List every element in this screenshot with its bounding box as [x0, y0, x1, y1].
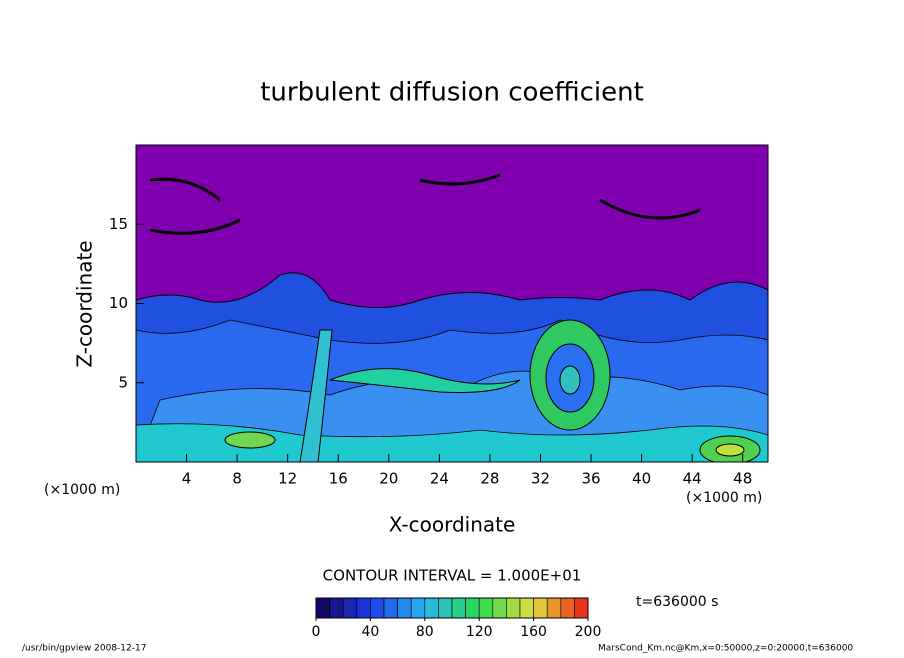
- y-tick-label: 15: [109, 215, 128, 233]
- x-tick-label: 48: [733, 470, 752, 488]
- colorbar-frame: [315, 597, 589, 619]
- colorbar-cell: [506, 597, 521, 619]
- y-axis-label: Z-coordinate: [73, 240, 97, 367]
- x-tick-label: 44: [683, 470, 702, 488]
- colorbar-tick-label: 200: [575, 624, 602, 640]
- x-tick-label: 8: [232, 470, 242, 488]
- x-axis-label: X-coordinate: [389, 513, 516, 537]
- colorbar-cell: [560, 597, 575, 619]
- x-tick-label: 36: [581, 470, 600, 488]
- contour-interval: CONTOUR INTERVAL = 1.000E+01: [323, 567, 582, 585]
- colorbar-cell: [397, 597, 412, 619]
- x-tick-label: 24: [430, 470, 449, 488]
- colorbar-cell: [546, 597, 562, 619]
- colorbar-tick-label: 80: [416, 624, 434, 640]
- colorbar-cell: [342, 597, 358, 619]
- footer-left: /usr/bin/gpview 2008-12-17: [22, 644, 146, 654]
- colorbar-cell: [410, 597, 426, 619]
- colorbar-cell: [438, 597, 453, 619]
- x-tick-label: 16: [329, 470, 348, 488]
- colorbar-cell: [424, 597, 439, 619]
- x-tick-label: 12: [278, 470, 297, 488]
- x-tick-label: 32: [531, 470, 550, 488]
- colorbar-cell: [492, 597, 507, 619]
- x-unit: (×1000 m): [686, 490, 762, 506]
- colorbar: 0 40 80 120 160 200: [312, 597, 602, 640]
- colorbar-tick-label: 40: [361, 624, 379, 640]
- colorbar-tick-label: 0: [312, 624, 321, 640]
- colorbar-cell: [315, 597, 330, 619]
- colorbar-cell: [574, 597, 589, 619]
- x-tick-label: 40: [632, 470, 651, 488]
- time-label: t=636000 s: [636, 594, 718, 610]
- colorbar-cell: [478, 597, 494, 619]
- x-tick-label: 20: [379, 470, 398, 488]
- colorbar-tick-label: 160: [520, 624, 547, 640]
- chart-title: turbulent diffusion coefficient: [260, 78, 644, 108]
- y-unit: (×1000 m): [44, 482, 120, 498]
- colorbar-cell: [451, 597, 466, 619]
- x-tick-label: 4: [182, 470, 192, 488]
- colorbar-cell: [356, 597, 371, 619]
- x-tick-label: 28: [480, 470, 499, 488]
- footer-right: MarsCond_Km.nc@Km,x=0:50000,z=0:20000,t=…: [598, 644, 853, 654]
- colorbar-cell: [383, 597, 398, 619]
- colorbar-cell: [519, 597, 534, 619]
- colorbar-tick-label: 120: [466, 624, 493, 640]
- y-tick-label: 10: [109, 294, 128, 312]
- colorbar-cell: [465, 597, 480, 619]
- colorbar-cell: [370, 597, 385, 619]
- colorbar-cell: [329, 597, 344, 619]
- contour-field: [136, 145, 768, 462]
- y-tick-label: 5: [118, 373, 128, 391]
- colorbar-cell: [533, 597, 548, 619]
